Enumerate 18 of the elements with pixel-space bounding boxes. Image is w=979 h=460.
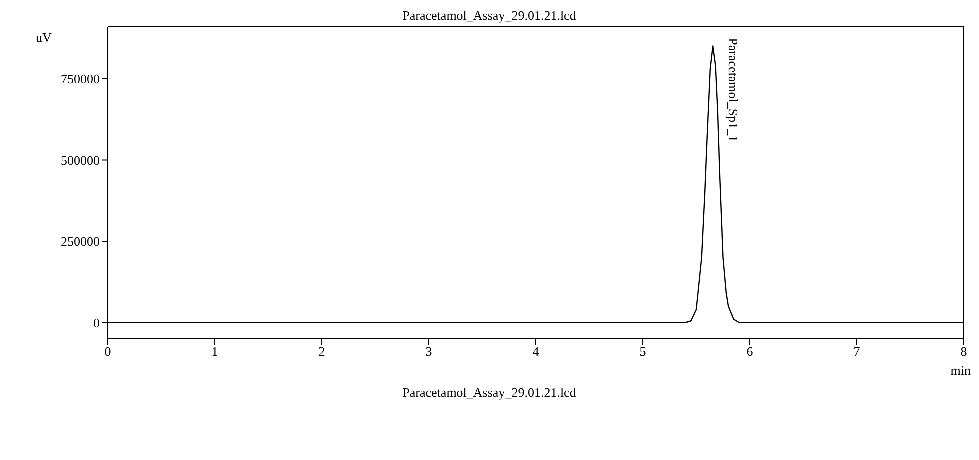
- y-tick-label: 750000: [61, 72, 100, 87]
- x-axis-title: min: [950, 363, 971, 379]
- x-tick-label: 1: [212, 344, 218, 360]
- chart-title: Paracetamol_Assay_29.01.21.lcd: [402, 8, 578, 24]
- annotation: Paracetamol_Sp1_1: [726, 38, 742, 142]
- x-tick-label: 5: [640, 344, 646, 360]
- x-tick-label: 8: [960, 344, 968, 360]
- y-tick-label: 250000: [61, 234, 100, 250]
- x-tick-label: 3: [426, 344, 432, 360]
- text: Paracetamol_Assay_29.01.21.lcd: [402, 385, 578, 401]
- y-tick-label: 500000: [61, 152, 100, 168]
- x-tick-label: 6: [746, 344, 754, 360]
- y-axis-title: uV: [36, 30, 52, 46]
- x-tick-label: 0: [104, 344, 112, 360]
- y-tick-label: 0: [94, 315, 100, 330]
- x-tick-label: 7: [854, 344, 861, 360]
- x-tick-label: 2: [318, 344, 326, 360]
- x-tick-label: 4: [532, 344, 540, 360]
